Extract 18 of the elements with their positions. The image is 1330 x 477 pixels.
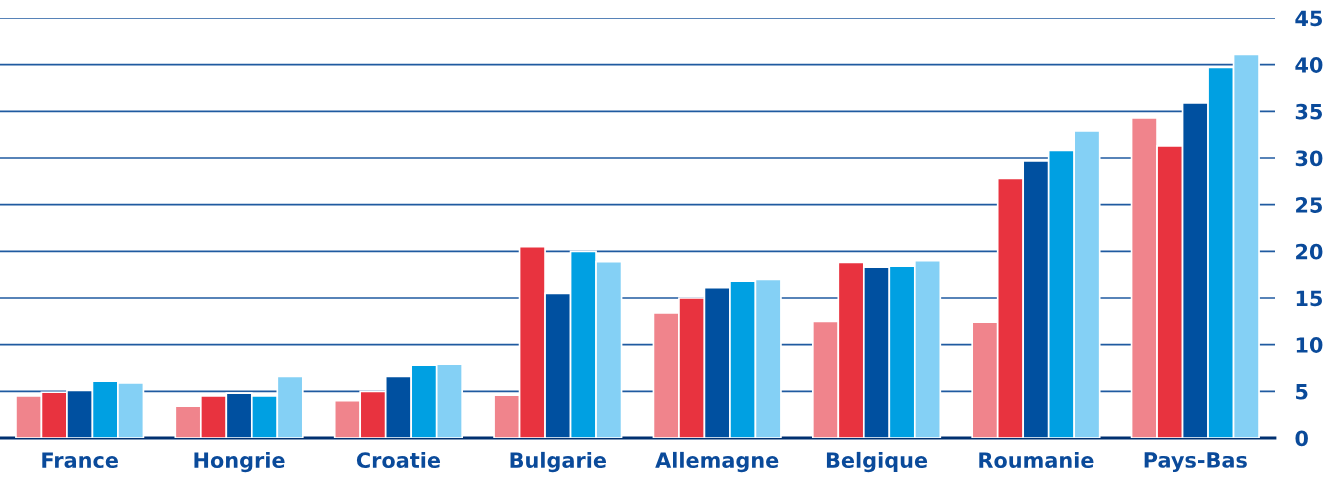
y-tick-label: 40 — [1295, 57, 1323, 73]
y-tick-label: 0 — [1295, 430, 1308, 447]
y-tick-label: 15 — [1296, 290, 1322, 307]
y-tick-label: 5 — [1296, 384, 1308, 400]
x-tick-label: Hongrie — [194, 451, 285, 473]
y-tick-label: 10 — [1296, 337, 1323, 353]
x-tick-label: Allemagne — [655, 451, 779, 473]
y-tick-label: 25 — [1296, 197, 1322, 213]
y-tick-label: 35 — [1295, 103, 1322, 120]
x-tick-label: France — [42, 452, 118, 469]
x-tick-label: Bulgarie — [510, 451, 606, 473]
x-tick-label: Croatie — [356, 451, 441, 469]
x-tick-label: Roumanie — [979, 451, 1094, 469]
y-tick-label: 30 — [1295, 150, 1323, 167]
y-tick-label: 20 — [1296, 243, 1323, 260]
y-tick-label: 45 — [1295, 10, 1322, 27]
x-tick-label: Belgique — [826, 451, 928, 473]
x-tick-label: Pays-Bas — [1144, 452, 1247, 473]
